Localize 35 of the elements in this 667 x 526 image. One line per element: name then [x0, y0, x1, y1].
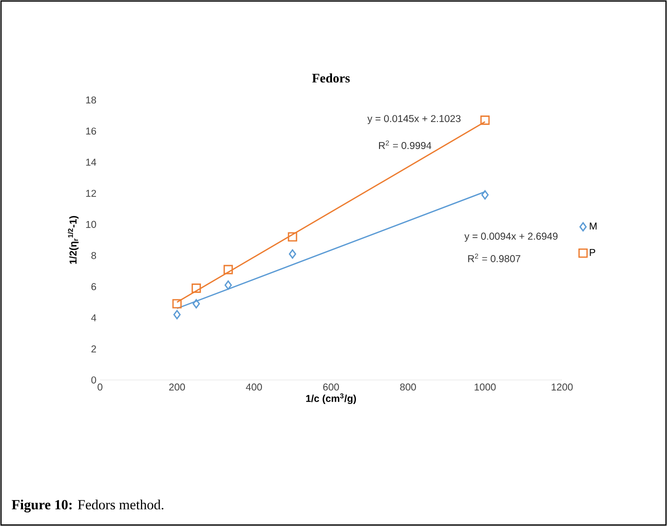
point — [192, 299, 200, 308]
x-tick-label: 200 — [169, 384, 185, 391]
y-axis-title: 1/2(η$_{r}$$^{1/2}$-1) — [68, 216, 79, 264]
y-tick-label: 12 — [86, 190, 96, 197]
point — [192, 284, 201, 293]
x-tick-label: 0 — [98, 384, 102, 391]
point — [288, 232, 298, 242]
point — [480, 116, 490, 125]
x-axis-title: 1/c (cm$^{3}$/g) — [306, 393, 356, 404]
chart-title: Fedors — [312, 73, 350, 83]
y-tick-label: 18 — [86, 96, 96, 104]
x-tick-label: 600 — [323, 384, 339, 391]
point — [172, 299, 182, 308]
x-tick-label: 1200 — [552, 384, 573, 391]
y-tick-label: 10 — [86, 220, 96, 228]
x-tick-label: 800 — [400, 384, 416, 391]
legend-label: M — [590, 222, 597, 230]
x-tick-label: 1000 — [474, 384, 496, 391]
text: Figure 10: Fedors method. — [12, 500, 164, 512]
annotation: y = 0.0094x + 2.6949 — [464, 232, 558, 242]
legend-label: P — [590, 248, 596, 256]
y-tick-label: 16 — [86, 128, 96, 135]
y-tick-label: 4 — [91, 314, 96, 322]
y-tick-label: 14 — [86, 158, 96, 166]
annotation: R$^{2}$ = 0.9807 — [468, 254, 520, 262]
point — [224, 264, 233, 274]
y-tick-label: 8 — [91, 252, 96, 260]
y-tick-label: 6 — [91, 283, 96, 290]
annotation: y = 0.0145x + 2.1023 — [367, 115, 461, 124]
point — [288, 249, 296, 259]
y-tick-label: 0 — [91, 376, 96, 384]
annotation: R$^{2}$ = 0.9994 — [379, 140, 432, 150]
y-tick-label: 2 — [91, 345, 96, 352]
x-tick-label: 400 — [246, 384, 262, 391]
point — [224, 280, 232, 290]
